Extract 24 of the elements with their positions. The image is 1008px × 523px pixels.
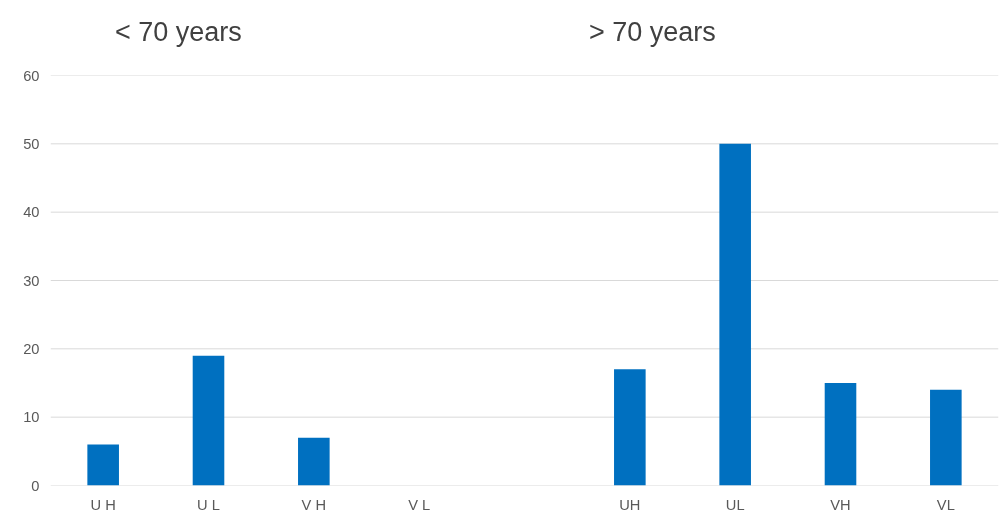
text: > 70 years (589, 16, 716, 49)
y-tick-label: 60 (23, 67, 40, 84)
bar (87, 444, 119, 486)
y-tick-label: 50 (23, 135, 40, 152)
x-tick-label: U H (90, 496, 116, 513)
bar (614, 369, 646, 486)
x-tick-label: VL (936, 496, 955, 513)
x-tick-label: V L (408, 496, 431, 513)
y-tick-label: 30 (23, 272, 40, 289)
y-tick-label: 40 (23, 204, 40, 221)
y-tick-label: 20 (23, 340, 40, 357)
bar (824, 383, 857, 486)
y-tick-label: 0 (31, 477, 40, 494)
x-tick-label: UL (725, 496, 745, 513)
x-tick-label: VH (830, 496, 851, 513)
x-tick-label: V H (301, 496, 327, 513)
bar (298, 437, 330, 486)
bar (719, 143, 751, 486)
text: < 70 years (115, 16, 242, 49)
x-tick-label: U L (197, 496, 220, 513)
bar (930, 389, 962, 486)
x-tick-label: UH (619, 496, 641, 513)
bar (192, 355, 225, 486)
y-tick-label: 10 (23, 409, 40, 426)
